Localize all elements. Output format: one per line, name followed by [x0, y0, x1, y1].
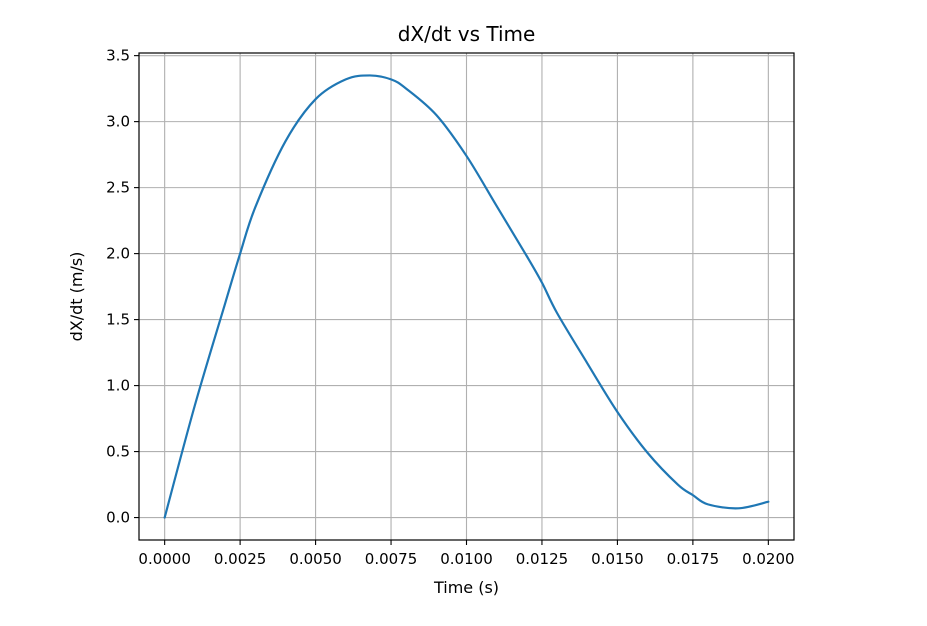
x-tick-label: 0.0100: [440, 550, 493, 568]
y-tick-label: 0.0: [106, 509, 130, 527]
x-tick-label: 0.0175: [667, 550, 720, 568]
y-axis-label: dX/dt (m/s): [67, 252, 86, 342]
x-tick-label: 0.0200: [742, 550, 795, 568]
y-tick-label: 1.0: [106, 377, 130, 395]
grid: [139, 53, 794, 540]
x-tick-label: 0.0000: [138, 550, 191, 568]
x-tick-label: 0.0050: [289, 550, 342, 568]
x-tick-label: 0.0075: [365, 550, 418, 568]
chart-title: dX/dt vs Time: [398, 22, 536, 46]
y-tick-label: 0.5: [106, 443, 130, 461]
y-tick-label: 2.5: [106, 179, 130, 197]
x-axis-label: Time (s): [433, 578, 499, 597]
series-line: [163, 74, 770, 519]
series-layer: [163, 74, 770, 519]
y-tick-label: 3.5: [106, 47, 130, 65]
x-tick-label: 0.0150: [591, 550, 644, 568]
y-tick-label: 2.0: [106, 245, 130, 263]
x-tick-label: 0.0025: [214, 550, 267, 568]
x-tick-label: 0.0125: [516, 550, 569, 568]
x-axis-ticks: 0.0000 0.0025 0.0050 0.0075 0.0100 0.0125 0.01…: [138, 540, 795, 568]
y-axis-ticks: 0.0 0.5 1.0 1.5 2.0 2.5 3.0 3.5: [106, 47, 139, 527]
y-tick-label: 1.5: [106, 311, 130, 329]
y-tick-label: 3.0: [106, 113, 130, 131]
